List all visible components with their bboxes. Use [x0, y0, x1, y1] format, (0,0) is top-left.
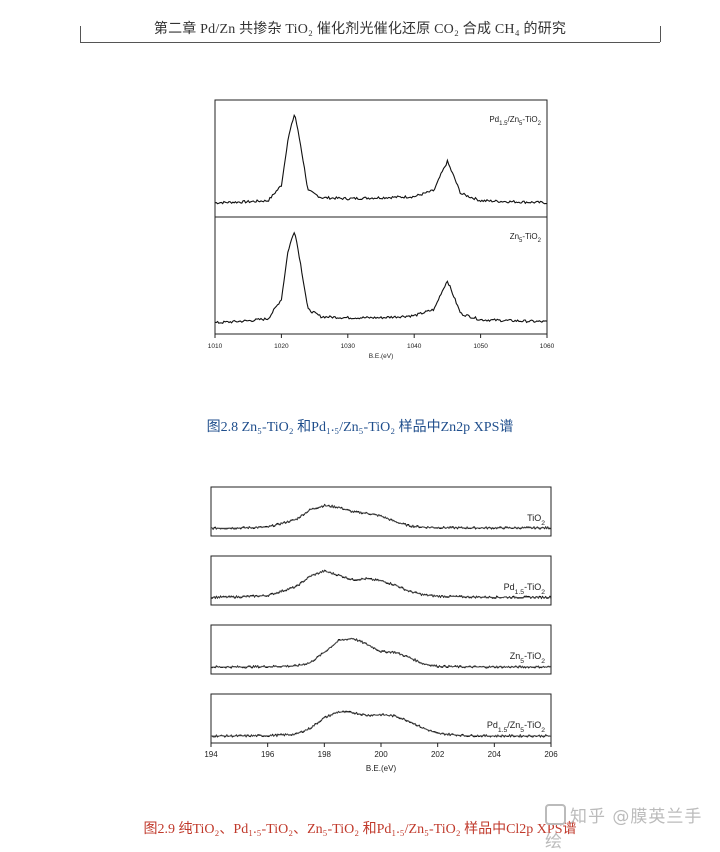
figure-cl2p-xps: TiO2 Pd1.5-TiO2 Zn5-TiO2 Pd1.5/Zn5-TiO2 194 1… [204, 486, 558, 773]
fit-envelope-line [210, 570, 551, 598]
series-line [210, 569, 552, 600]
header-rule [80, 42, 660, 43]
x-tick-label: 1040 [407, 343, 422, 350]
fit-envelope-line [211, 711, 551, 737]
plot-panel-frame [210, 555, 552, 606]
series-label: Zn5-TiO2 [510, 232, 542, 244]
figure1-caption: 图2.8 Zn₅-TiO₂ 和Pd₁.₅/Zn₅-TiO₂ 样品中Zn2p XP… [206, 420, 514, 435]
series-line [210, 637, 552, 669]
fit-envelope-line [210, 505, 551, 529]
series-label: TiO2 [527, 513, 545, 527]
x-tick-label: 196 [261, 750, 275, 759]
running-header: 第二章 Pd/Zn 共掺杂 TiO₂ 催化剂光催化还原 CO₂ 合成 CH₄ 的… [153, 22, 567, 37]
series-label: Pd1.5/Zn5-TiO2 [487, 720, 545, 734]
plot-panel-frame [214, 216, 548, 335]
header-tick-right [660, 26, 661, 42]
x-tick-label: 1030 [341, 343, 356, 350]
series-line [210, 503, 552, 531]
x-axis-label: B.E.(eV) [369, 353, 394, 360]
x-tick-label: 1050 [473, 343, 488, 350]
x-tick-label: 202 [431, 750, 445, 759]
watermark: 知乎 @膜英兰手绘 [545, 802, 720, 852]
zhihu-logo-icon [545, 804, 566, 825]
x-tick-label: 1020 [274, 343, 289, 350]
plot-panel-frame [210, 486, 552, 537]
plot-panel-frame [210, 624, 552, 675]
x-tick-label: 194 [204, 750, 218, 759]
fit-envelope-line [211, 637, 551, 668]
figure-zn2p-xps: Pd1.5/Zn5-TiO2 Zn5-TiO2 1010 1020 1030 1040 10… [208, 99, 555, 360]
x-tick-label: 204 [488, 750, 502, 759]
watermark-text: 知乎 @膜英兰手绘 [545, 807, 703, 852]
figure2-caption: 图2.9 纯TiO₂、Pd₁.₅-TiO₂、Zn₅-TiO₂ 和Pd₁.₅/Zn… [143, 822, 577, 837]
series-line [210, 710, 552, 738]
series-label: Zn5-TiO2 [510, 651, 545, 665]
header-tick-left [80, 26, 81, 42]
x-tick-label: 1010 [208, 343, 223, 350]
series-label: Pd1.5/Zn5-TiO2 [489, 115, 541, 127]
x-tick-label: 1060 [540, 343, 555, 350]
series-line [214, 231, 548, 324]
x-axis-label: B.E.(eV) [366, 764, 397, 773]
x-tick-label: 200 [374, 750, 388, 759]
series-line [214, 113, 548, 205]
series-label: Pd1.5-TiO2 [504, 582, 546, 596]
x-tick-label: 206 [544, 750, 558, 759]
x-tick-label: 198 [318, 750, 332, 759]
